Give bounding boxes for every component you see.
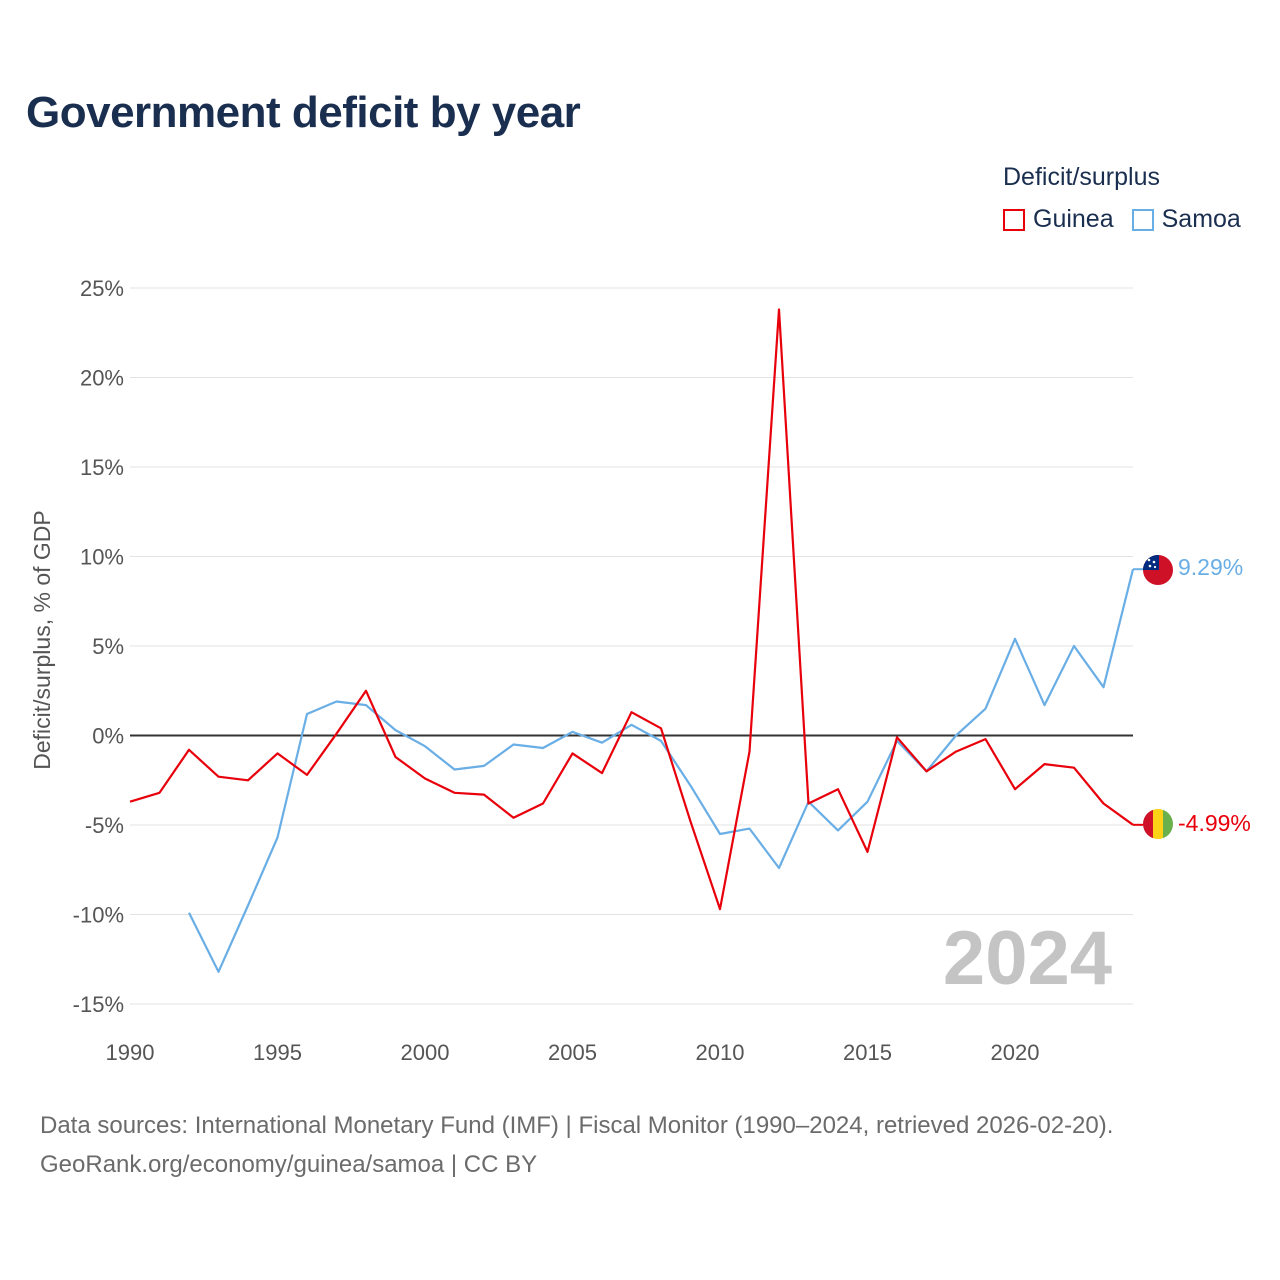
x-tick-label: 1995 [253,1040,302,1065]
y-axis-label: Deficit/surplus, % of GDP [29,510,55,769]
legend-swatch-guinea [1003,208,1025,231]
legend-label-samoa: Samoa [1161,205,1241,233]
y-tick-label: -5% [85,813,124,838]
footer: Data sources: International Monetary Fun… [40,1106,1113,1184]
legend: Guinea Samoa [1003,205,1259,234]
y-tick-label: 25% [80,276,124,301]
y-tick-label: 15% [80,455,124,480]
legend-item-guinea[interactable]: Guinea [1003,205,1114,234]
x-tick-label: 2020 [991,1040,1040,1065]
x-tick-label: 2005 [548,1040,597,1065]
y-axis-ticks: -15% -10% -5% 0% 5% 10% 15% 20% 25% [73,276,124,1017]
x-tick-label: 1990 [106,1040,155,1065]
y-tick-label: -10% [73,903,124,928]
x-tick-label: 2000 [401,1040,450,1065]
series-line-guinea[interactable] [129,308,1134,911]
legend-title: Deficit/surplus [1003,163,1160,191]
x-tick-label: 2010 [696,1040,745,1065]
footer-attribution[interactable]: GeoRank.org/economy/guinea/samoa | CC BY [40,1151,538,1178]
series-line-samoa[interactable] [188,568,1135,973]
y-tick-label: 10% [80,545,124,570]
year-watermark: 2024 [943,916,1112,1001]
chart-title: Government deficit by year [26,88,581,137]
x-axis-ticks: 1990 1995 2000 2005 2010 2015 2020 [106,1040,1040,1065]
y-tick-label: -15% [73,992,124,1017]
end-label-samoa: 9.29% [1178,554,1243,580]
guinea-flag-icon [1143,809,1173,839]
footer-sources: Data sources: International Monetary Fun… [40,1112,1114,1139]
legend-item-samoa[interactable]: Samoa [1131,205,1241,234]
legend-label-guinea: Guinea [1033,205,1114,233]
y-tick-label: 5% [92,634,124,659]
y-tick-label: 0% [92,724,124,749]
legend-swatch-samoa [1131,208,1154,231]
x-tick-label: 2015 [843,1040,892,1065]
samoa-flag-icon [1143,555,1173,585]
y-tick-label: 20% [80,366,124,391]
series-lines [129,308,1143,973]
end-label-guinea: -4.99% [1178,810,1251,836]
gridlines [130,287,1133,1005]
